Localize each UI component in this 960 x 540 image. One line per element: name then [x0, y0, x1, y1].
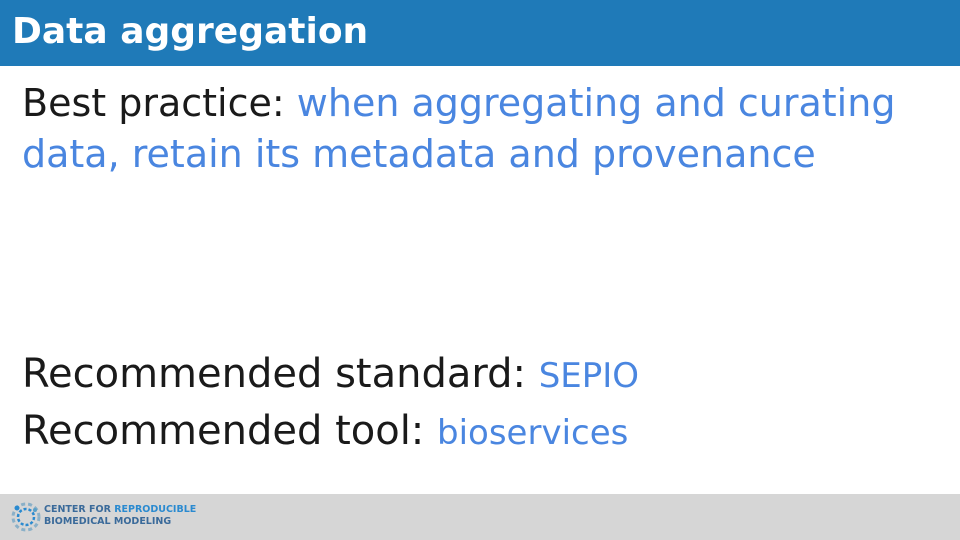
- recommended-standard-link[interactable]: SEPIO: [538, 356, 640, 396]
- recommended-tool-link[interactable]: bioservices: [437, 413, 629, 453]
- logo-line-1-part-1: CENTER FOR: [44, 504, 111, 515]
- recommended-standard: Recommended standard: SEPIO: [22, 348, 639, 402]
- crbm-logo-icon: [11, 502, 41, 532]
- logo-line-1: CENTER FOR REPRODUCIBLE: [44, 504, 196, 516]
- best-practice-text: Best practice: when aggregating and cura…: [22, 78, 942, 180]
- footer-bar: CENTER FOR REPRODUCIBLE BIOMEDICAL MODEL…: [0, 494, 960, 540]
- recommended-tool-label: Recommended tool:: [22, 408, 425, 454]
- best-practice-statement: when aggregating and curating data, reta…: [22, 81, 896, 176]
- recommended-tool: Recommended tool: bioservices: [22, 405, 628, 459]
- title-bar: Data aggregation: [0, 0, 960, 66]
- recommended-standard-label: Recommended standard:: [22, 351, 526, 397]
- slide-title: Data aggregation: [12, 11, 369, 52]
- best-practice-label: Best practice:: [22, 81, 285, 125]
- logo-line-2: BIOMEDICAL MODELING: [44, 516, 172, 527]
- crbm-logo-text: CENTER FOR REPRODUCIBLE BIOMEDICAL MODEL…: [44, 504, 196, 528]
- logo-line-1-part-2: REPRODUCIBLE: [114, 504, 197, 515]
